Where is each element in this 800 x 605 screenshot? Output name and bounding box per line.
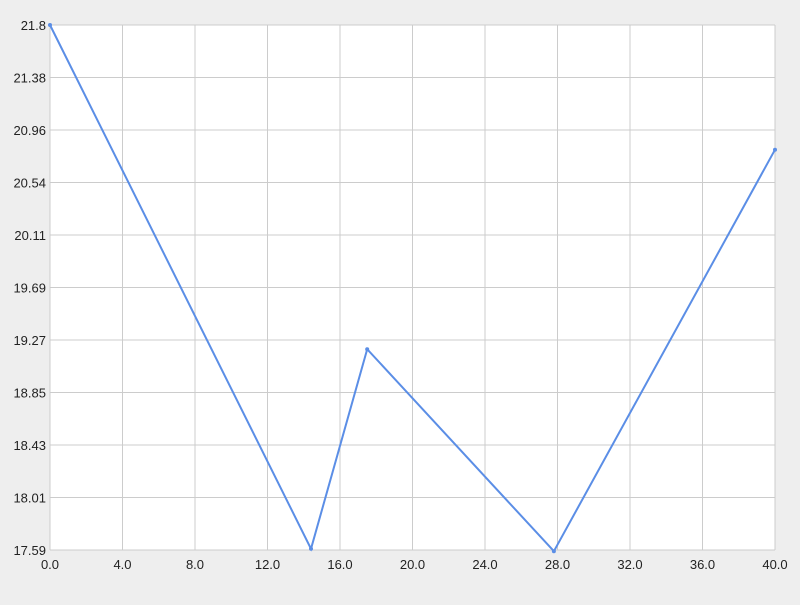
data-point	[773, 147, 777, 152]
x-tick-label: 12.0	[255, 557, 280, 572]
data-point	[551, 549, 556, 554]
y-tick-label: 20.96	[13, 123, 46, 138]
data-point	[365, 347, 370, 352]
x-tick-label: 8.0	[186, 557, 204, 572]
x-tick-label: 32.0	[617, 557, 642, 572]
y-tick-label: 19.69	[13, 281, 46, 296]
x-tick-label: 16.0	[327, 557, 352, 572]
x-tick-label: 4.0	[113, 557, 131, 572]
y-tick-label: 18.01	[13, 491, 46, 506]
x-tick-label: 24.0	[472, 557, 497, 572]
y-tick-label: 20.54	[13, 176, 46, 191]
x-tick-label: 0.0	[41, 557, 59, 572]
x-tick-label: 36.0	[690, 557, 715, 572]
data-point	[48, 23, 52, 27]
y-tick-label: 18.43	[13, 438, 46, 453]
y-tick-label: 19.27	[13, 333, 46, 348]
x-tick-label: 40.0	[762, 557, 787, 572]
grid-lines	[49, 24, 776, 551]
y-tick-label: 21.8	[21, 18, 46, 33]
series-layer	[48, 23, 777, 554]
y-tick-label: 18.85	[13, 386, 46, 401]
y-tick-label: 17.59	[13, 543, 46, 558]
tick-labels: 0.0 4.0 8.0 12.0 16.0 20.0 24.0 28.0 32.0 36.0 40.…	[13, 18, 787, 572]
y-tick-label: 20.11	[14, 228, 46, 243]
x-tick-label: 28.0	[545, 557, 570, 572]
data-point	[309, 546, 313, 551]
y-tick-label: 21.38	[13, 71, 46, 86]
x-tick-label: 20.0	[400, 557, 425, 572]
